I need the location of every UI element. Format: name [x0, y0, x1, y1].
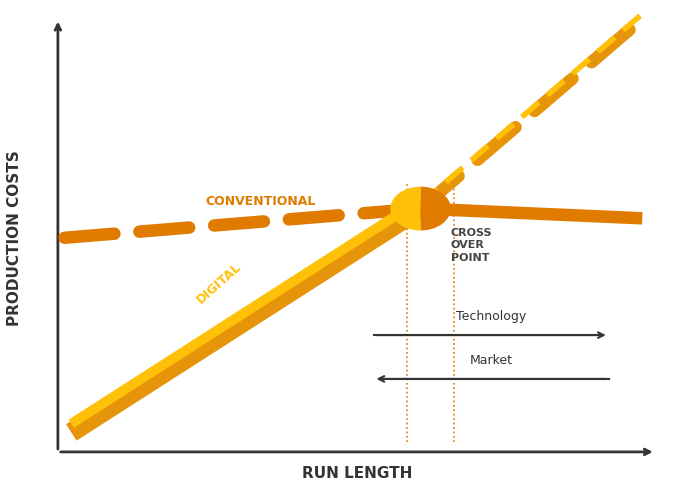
Text: Technology: Technology — [456, 310, 526, 323]
Text: RUN LENGTH: RUN LENGTH — [302, 466, 412, 481]
Wedge shape — [421, 187, 451, 231]
Wedge shape — [390, 187, 421, 231]
Text: CROSS
OVER
POINT: CROSS OVER POINT — [451, 228, 492, 263]
Text: Market: Market — [470, 354, 513, 367]
Text: DIGITAL: DIGITAL — [194, 260, 244, 306]
Text: CONVENTIONAL: CONVENTIONAL — [205, 195, 316, 208]
Text: PRODUCTION COSTS: PRODUCTION COSTS — [7, 150, 22, 326]
